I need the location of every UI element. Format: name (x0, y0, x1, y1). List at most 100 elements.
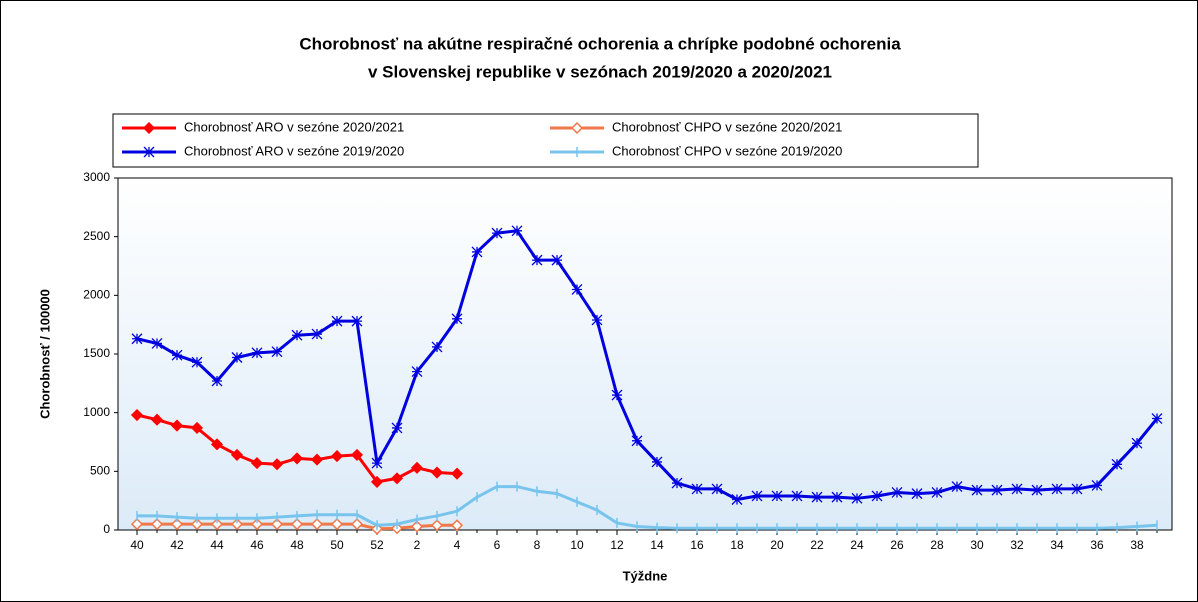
marker (250, 518, 264, 531)
marker (1151, 413, 1163, 424)
marker (531, 254, 543, 266)
x-tick-label: 52 (370, 538, 384, 552)
chart-title: v Slovenskej republike v sezónach 2019/2… (368, 62, 832, 81)
marker (311, 328, 323, 340)
x-tick-label: 14 (650, 538, 664, 552)
legend-label: Chorobnosť CHPO v sezóne 2020/2021 (612, 119, 842, 134)
marker (1031, 484, 1043, 496)
marker (1051, 483, 1063, 495)
chart-title: Chorobnosť na akútne respiračné ochoreni… (299, 34, 901, 53)
marker (191, 356, 203, 368)
x-tick-label: 22 (810, 538, 824, 552)
x-tick-label: 18 (730, 538, 744, 552)
marker (1131, 437, 1143, 449)
legend-label: Chorobnosť ARO v sezóne 2020/2021 (184, 119, 404, 134)
marker (142, 121, 156, 135)
x-tick-label: 42 (170, 538, 184, 552)
marker (491, 227, 503, 239)
x-tick-label: 36 (1090, 538, 1104, 552)
marker (1011, 483, 1023, 495)
marker (190, 421, 204, 434)
marker (231, 352, 243, 363)
marker (310, 518, 324, 531)
marker (330, 518, 344, 531)
x-tick-label: 6 (494, 538, 501, 552)
y-axis-label: Chorobnosť / 100000 (37, 289, 52, 419)
marker (911, 488, 923, 500)
marker (150, 518, 164, 531)
marker (290, 518, 304, 531)
marker (170, 518, 184, 531)
x-tick-label: 24 (850, 538, 864, 552)
marker (350, 518, 364, 531)
marker (150, 413, 164, 426)
x-axis-label: Týždne (623, 568, 668, 583)
marker (971, 484, 983, 496)
marker (671, 477, 683, 489)
x-tick-label: 10 (570, 538, 584, 552)
marker (471, 246, 483, 258)
marker (151, 337, 163, 349)
marker (831, 491, 843, 503)
marker (131, 333, 143, 345)
marker (230, 518, 244, 531)
marker (210, 438, 224, 451)
marker (651, 456, 663, 468)
marker (371, 457, 383, 469)
marker (211, 375, 223, 387)
marker (771, 490, 783, 502)
marker (130, 518, 144, 531)
marker (330, 450, 344, 463)
marker (290, 452, 304, 465)
x-tick-label: 46 (250, 538, 264, 552)
marker (451, 313, 463, 325)
marker (170, 419, 184, 432)
marker (570, 121, 584, 135)
x-tick-label: 30 (970, 538, 984, 552)
marker (350, 448, 364, 461)
marker (251, 347, 263, 359)
x-tick-label: 2 (414, 538, 421, 552)
series-line (136, 229, 1159, 501)
marker (631, 435, 643, 447)
x-tick-label: 8 (534, 538, 541, 552)
y-tick-label: 0 (103, 522, 110, 536)
marker (691, 483, 703, 495)
marker (370, 475, 384, 488)
marker (310, 453, 324, 466)
marker (591, 314, 603, 326)
marker (351, 315, 363, 327)
x-tick-label: 12 (610, 538, 624, 552)
x-tick-label: 48 (290, 538, 304, 552)
marker (430, 466, 444, 479)
marker (190, 518, 204, 531)
marker (450, 467, 464, 480)
x-tick-label: 38 (1130, 538, 1144, 552)
marker (391, 422, 403, 434)
marker (791, 490, 803, 502)
marker (410, 520, 424, 533)
marker (951, 481, 963, 493)
marker (551, 254, 563, 266)
plot-area (117, 177, 1173, 531)
marker (411, 366, 423, 378)
x-tick-label: 28 (930, 538, 944, 552)
legend-label: Chorobnosť ARO v sezóne 2019/2020 (184, 143, 404, 158)
x-tick-label: 20 (770, 538, 784, 552)
x-tick-label: 34 (1050, 538, 1064, 552)
x-tick-label: 16 (690, 538, 704, 552)
marker (431, 341, 443, 353)
y-tick-label: 1000 (83, 405, 110, 419)
x-tick-label: 40 (130, 538, 144, 552)
marker (731, 494, 743, 505)
marker (270, 518, 284, 531)
marker (1111, 458, 1123, 470)
marker (410, 461, 424, 474)
marker (270, 458, 284, 471)
marker (291, 329, 303, 341)
marker (230, 448, 244, 461)
marker (450, 519, 464, 532)
x-tick-label: 32 (1010, 538, 1024, 552)
y-tick-label: 500 (90, 464, 110, 478)
marker (1071, 483, 1083, 495)
